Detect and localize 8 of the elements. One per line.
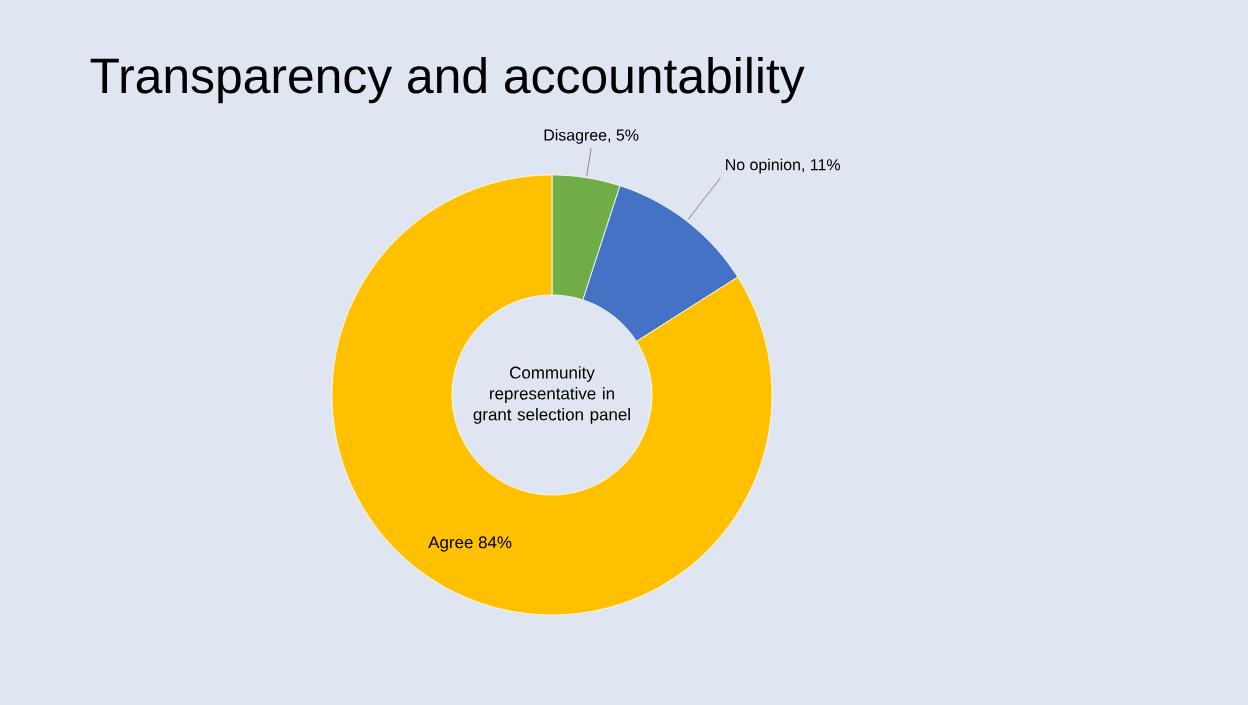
slice-label: No opinion (726, 158, 800, 174)
data-label: , 5% (608, 129, 639, 143)
slice-label: Disagree (544, 129, 607, 144)
data-label: , 11% (802, 159, 840, 173)
data-label: 84% (478, 536, 512, 549)
text: Community representative in grant selection panel (473, 366, 630, 424)
slice-label: Agree (428, 536, 473, 552)
chart-title: Transparency and accountability (90, 56, 805, 104)
